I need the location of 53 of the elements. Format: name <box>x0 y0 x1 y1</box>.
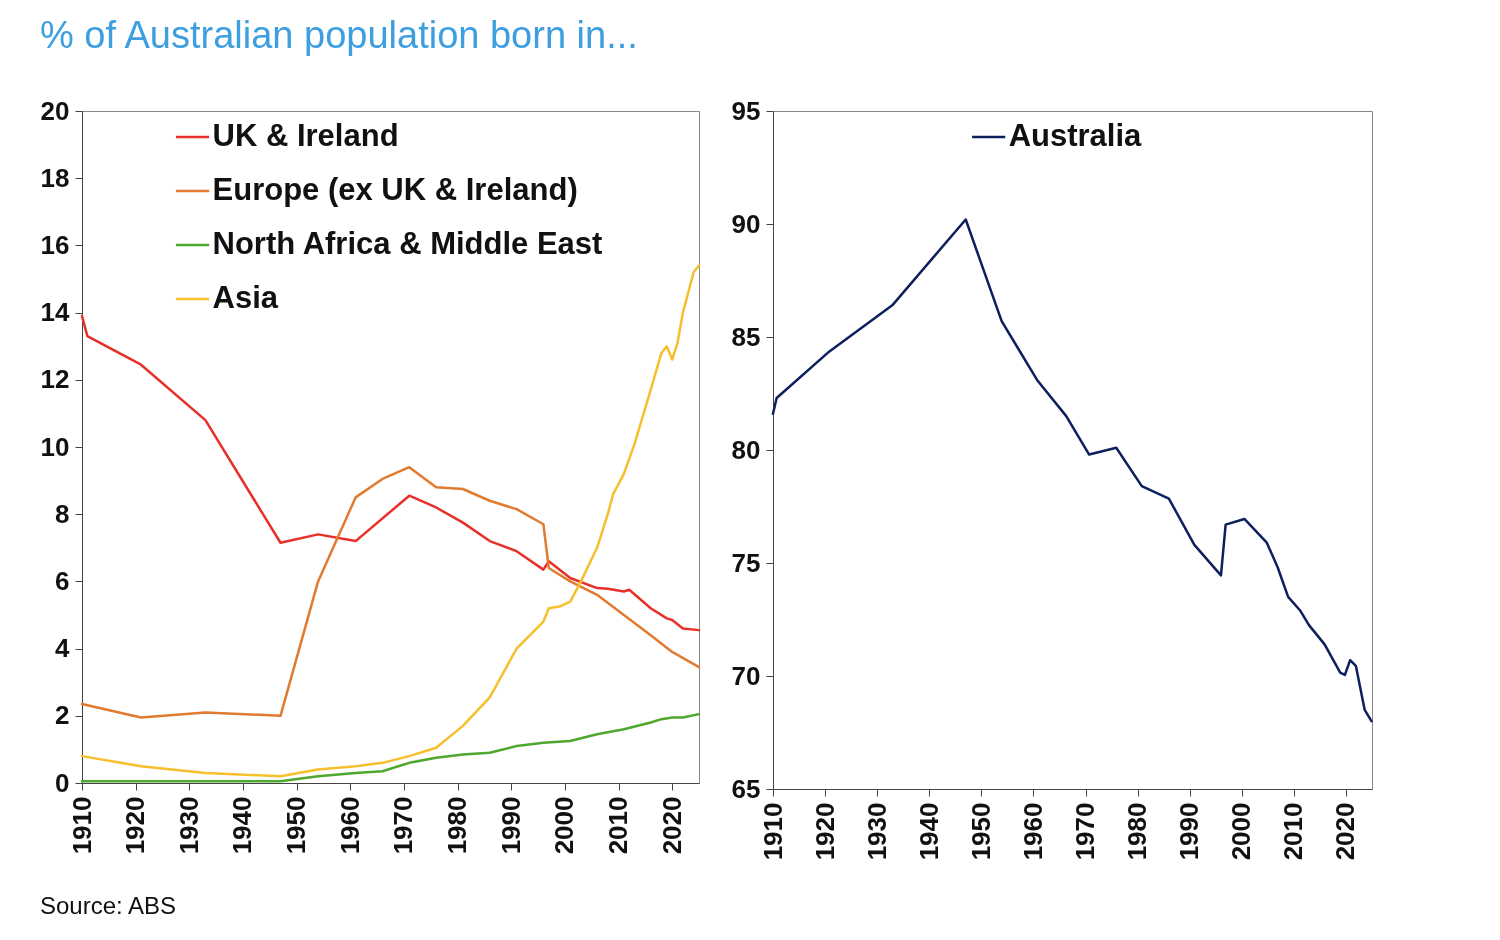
y-tick-label: 12 <box>40 364 70 395</box>
line-series <box>80 264 701 778</box>
x-tick-label: 2010 <box>1278 802 1309 861</box>
x-tick-label: 1930 <box>861 802 892 861</box>
y-tick-label: 90 <box>731 208 761 239</box>
line-series <box>80 465 701 719</box>
y-tick-label: 6 <box>55 565 70 596</box>
y-tick-label: 14 <box>40 297 71 328</box>
x-tick-label: 2000 <box>549 796 580 855</box>
x-tick-label: 2000 <box>1226 802 1257 861</box>
y-tick-label: 70 <box>731 660 761 691</box>
line-series <box>771 218 1373 723</box>
x-tick-label: 1990 <box>1174 802 1205 861</box>
y-tick-label: 2 <box>55 700 70 731</box>
x-tick-label: 1970 <box>1070 802 1101 861</box>
legend-label: North Africa & Middle East <box>212 226 603 261</box>
y-tick-label: 85 <box>731 321 761 352</box>
x-tick-label: 1950 <box>281 796 312 855</box>
y-tick-label: 95 <box>731 95 761 126</box>
y-tick-label: 0 <box>55 767 70 798</box>
legend-label: Europe (ex UK & Ireland) <box>212 172 578 207</box>
x-tick-label: 2020 <box>1330 802 1361 861</box>
legend-label: Australia <box>1008 118 1143 153</box>
y-tick-label: 10 <box>40 431 70 462</box>
legend-label: UK & Ireland <box>212 118 399 153</box>
x-tick-label: 2010 <box>603 796 634 855</box>
chart-title: % of Australian population born in... <box>40 14 638 57</box>
y-tick-label: 20 <box>40 95 70 126</box>
x-tick-label: 1920 <box>120 796 151 855</box>
x-tick-label: 1980 <box>1122 802 1153 861</box>
x-tick-label: 1940 <box>227 796 258 855</box>
y-tick-label: 18 <box>40 162 70 193</box>
x-tick-label: 1940 <box>913 802 944 861</box>
x-tick-label: 2020 <box>656 796 687 855</box>
y-tick-label: 75 <box>731 547 761 578</box>
x-tick-label: 1950 <box>965 802 996 861</box>
y-tick-label: 65 <box>731 773 761 804</box>
x-tick-label: 1930 <box>173 796 204 855</box>
y-tick-label: 4 <box>55 633 71 664</box>
source-note: Source: ABS <box>40 892 177 920</box>
legend-label: Asia <box>212 280 279 315</box>
y-tick-label: 16 <box>40 229 70 260</box>
y-tick-label: 8 <box>55 498 70 529</box>
x-tick-label: 1910 <box>66 796 97 855</box>
x-tick-label: 1980 <box>442 796 473 855</box>
x-tick-label: 1960 <box>334 796 365 855</box>
y-tick-label: 80 <box>731 434 761 465</box>
x-tick-label: 1970 <box>388 796 419 855</box>
x-tick-label: 1960 <box>1017 802 1048 861</box>
x-tick-label: 1990 <box>495 796 526 855</box>
line-series <box>80 314 701 632</box>
x-tick-label: 1910 <box>757 802 788 861</box>
x-tick-label: 1920 <box>809 802 840 861</box>
